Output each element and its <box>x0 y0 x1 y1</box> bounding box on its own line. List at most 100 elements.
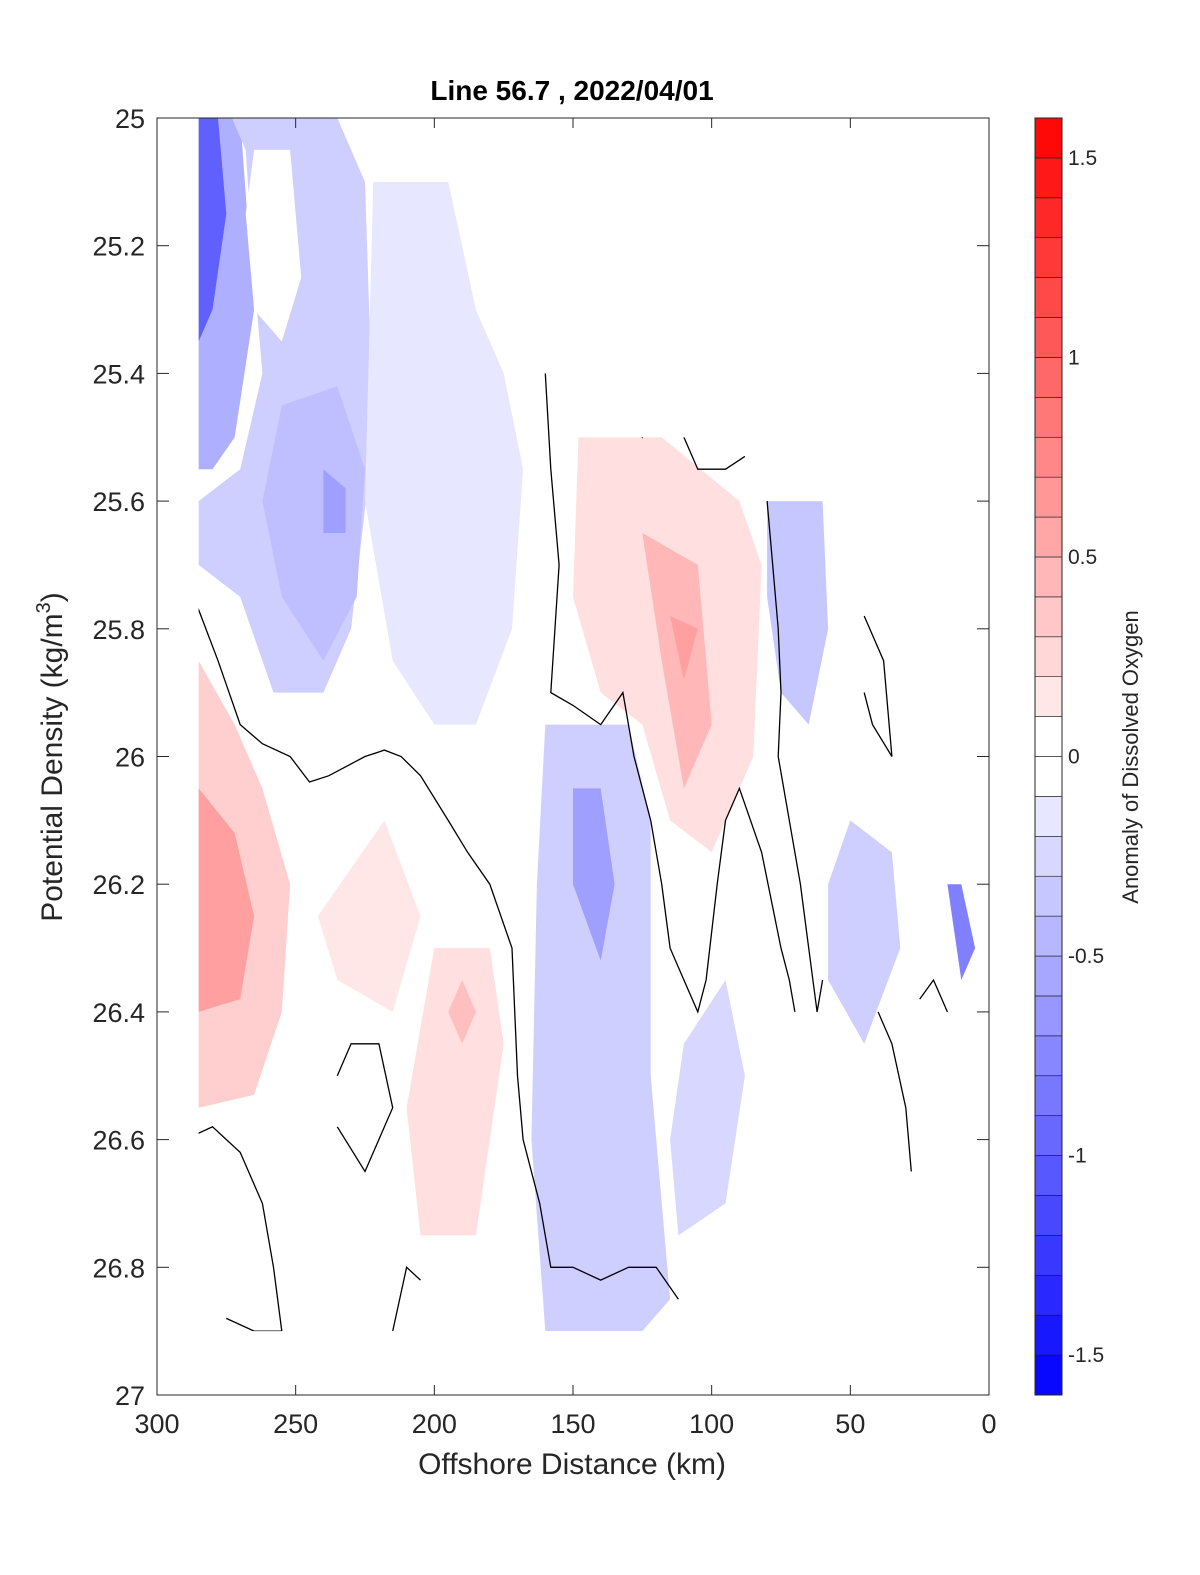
colorbar-swatch <box>1034 397 1063 438</box>
y-axis: 25 25.2 25.4 25.6 25.8 26 26.2 26.4 26.6 26.8 27 <box>92 104 989 1411</box>
contour-region-9 <box>317 820 421 1012</box>
x-tick-label: 50 <box>835 1409 865 1439</box>
zero-contour-11 <box>919 978 948 1013</box>
contour-region-12 <box>531 724 671 1332</box>
y-tick-label: 25.4 <box>92 359 145 389</box>
colorbar-swatch <box>1034 357 1063 398</box>
contour-region-17 <box>767 501 829 725</box>
no-data-region-5 <box>517 181 532 310</box>
colorbar-swatch <box>1034 716 1063 757</box>
colorbar-swatch <box>1034 476 1063 518</box>
colorbar-swatch <box>1034 1115 1063 1156</box>
colorbar-swatch <box>1034 1035 1063 1077</box>
colorbar-swatch <box>1034 1075 1063 1116</box>
no-data-region-3 <box>573 373 989 502</box>
colorbar-swatch <box>1034 516 1063 558</box>
zero-contour-3 <box>683 437 746 470</box>
colorbar-swatch <box>1034 836 1063 877</box>
colorbar-swatch <box>1034 915 1063 957</box>
zero-contour-10 <box>877 1011 912 1172</box>
colorbar-swatch <box>1034 277 1063 318</box>
no-data-mask <box>157 118 989 1395</box>
x-tick-label: 100 <box>689 1409 734 1439</box>
contour-region-10 <box>406 948 504 1236</box>
colorbar-swatch <box>1034 237 1063 278</box>
no-data-region-4 <box>767 501 989 1012</box>
colorbar-tick-label: -1 <box>1068 1145 1087 1168</box>
zero-contour-5 <box>863 615 893 757</box>
no-data-region-1 <box>198 1331 989 1395</box>
colorbar-swatch <box>1034 1155 1063 1196</box>
contour-region-20 <box>891 628 976 980</box>
colorbar-label: Anomaly of Dissolved Oxygen <box>1118 610 1143 903</box>
y-tick-label: 25.8 <box>92 615 145 645</box>
y-axis-label-superscript: 3 <box>33 602 55 613</box>
colorbar-swatch <box>1034 955 1063 997</box>
colorbar-tick-label: 1 <box>1068 346 1080 369</box>
x-tick-label: 300 <box>134 1409 179 1439</box>
contour-region-13 <box>573 788 615 961</box>
colorbar-swatch <box>1034 117 1063 159</box>
y-tick-label: 25.6 <box>92 487 145 517</box>
y-tick-label: 26.4 <box>92 998 145 1028</box>
plot-area: 300 250 200 150 100 50 0 2525.225.425.625.8262… <box>92 104 996 1439</box>
contour-region-8 <box>198 788 255 1012</box>
colorbar-swatch <box>1034 197 1063 239</box>
colorbar-tick-label: -1.5 <box>1068 1344 1104 1367</box>
colorbar-swatch <box>1034 157 1063 199</box>
x-tick-label: 200 <box>412 1409 457 1439</box>
colorbar-swatch <box>1034 436 1063 478</box>
x-axis: 300 250 200 150 100 50 0 <box>134 118 997 1439</box>
y-tick-label: 27 <box>115 1381 145 1411</box>
y-tick-label: 25.2 <box>92 232 145 262</box>
contour-region-5 <box>323 469 346 533</box>
zero-contour-0 <box>184 608 679 1300</box>
colorbar: 1.5 1 0.5 0 -0.5 -1 -1.5 Anomaly of Dissolved … <box>1034 117 1143 1396</box>
contour-region-1 <box>198 118 227 342</box>
no-data-region-0 <box>157 118 199 1395</box>
zero-contour-9 <box>392 1266 421 1332</box>
contour-region-3 <box>245 149 302 342</box>
colorbar-tick-label: -0.5 <box>1068 945 1104 968</box>
contour-region-6 <box>365 181 524 725</box>
contour-region-15 <box>642 533 712 789</box>
colorbar-tick-label: 0.5 <box>1068 546 1097 569</box>
no-data-region-2 <box>517 118 989 374</box>
colorbar-swatch <box>1034 1235 1063 1276</box>
contour-region-18 <box>828 820 901 1044</box>
y-tick-label: 26.8 <box>92 1253 145 1283</box>
colorbar-ticks: 1.5 1 0.5 0 -0.5 -1 -1.5 <box>1068 147 1104 1367</box>
y-tick-label: 26.6 <box>92 1126 145 1156</box>
zero-contour-7 <box>184 1126 283 1332</box>
x-axis-label: Offshore Distance (km) <box>418 1448 726 1481</box>
x-tick-label: 250 <box>273 1409 318 1439</box>
x-tick-label: 0 <box>981 1409 996 1439</box>
colorbar-frame <box>1034 117 1063 1396</box>
contour-region-16 <box>670 616 698 680</box>
colorbar-swatch <box>1034 796 1063 837</box>
colorbar-tick-label: 0 <box>1068 746 1080 769</box>
colorbar-swatch <box>1034 636 1063 677</box>
colorbar-swatch <box>1034 596 1063 638</box>
y-axis-label: Potential Density (kg/m3) <box>33 592 69 922</box>
colorbar-swatch <box>1034 1314 1063 1356</box>
y-tick-label: 25 <box>115 104 145 134</box>
zero-contour-2 <box>766 501 824 1013</box>
colorbar-swatch <box>1034 1274 1063 1316</box>
colorbar-tick-label: 1.5 <box>1068 147 1097 170</box>
colorbar-swatches <box>1034 117 1063 1396</box>
colorbar-swatch <box>1034 995 1063 1037</box>
y-tick-label: 26 <box>115 743 145 773</box>
y-tick-label: 26.2 <box>92 870 145 900</box>
zero-contour-1 <box>544 373 796 1014</box>
colorbar-swatch <box>1034 1195 1063 1236</box>
contour-region-11 <box>448 980 476 1044</box>
x-tick-label: 150 <box>550 1409 595 1439</box>
colorbar-swatch <box>1034 1354 1063 1396</box>
contour-region-19 <box>670 980 745 1236</box>
colorbar-swatch <box>1034 875 1063 917</box>
zero-contour-6 <box>336 1043 394 1173</box>
contour-fills <box>198 118 976 1332</box>
colorbar-swatch <box>1034 756 1063 797</box>
